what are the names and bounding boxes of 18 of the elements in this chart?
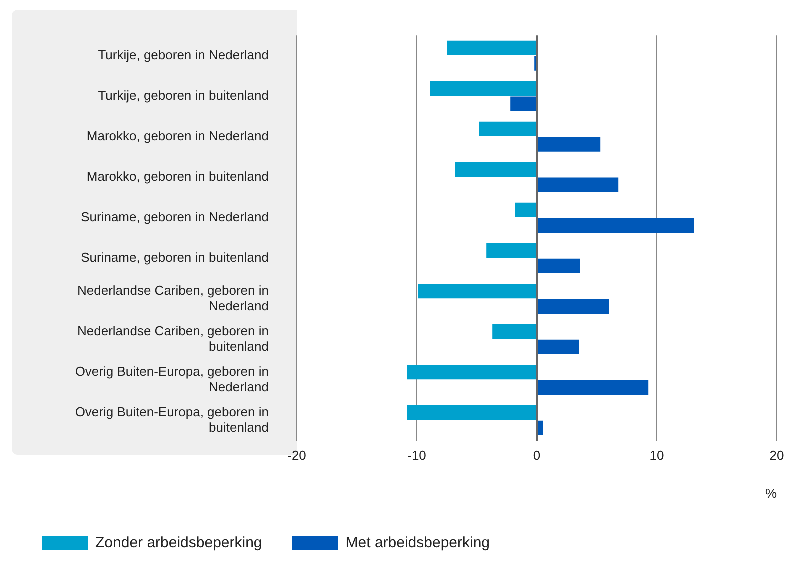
legend-label: Zonder arbeidsbeperking (96, 534, 262, 552)
x-tick-label: 10 (650, 448, 664, 464)
y-tick-label: Overig Buiten-Europa, geboren in Nederland (75, 364, 269, 394)
x-axis-title: % (765, 486, 778, 501)
legend-label: Met arbeidsbeperking (346, 534, 490, 552)
x-tick-label: -10 (408, 448, 426, 464)
y-tick-label: Nederlandse Cariben, geboren in Nederland (77, 282, 269, 314)
y-tick-label: Nederlandse Cariben, geboren in buitenland (77, 323, 269, 354)
x-tick-label: 0 (533, 448, 541, 464)
y-tick-label: Marokko, geboren in buitenland (86, 169, 269, 184)
y-tick-label: Turkije, geboren in Nederland (98, 47, 269, 62)
x-tick-label: -20 (288, 448, 306, 464)
y-tick-label: Suriname, geboren in Nederland (81, 210, 269, 225)
y-tick-label: Overig Buiten-Europa, geboren in buitenland (75, 404, 269, 435)
y-tick-label: Turkije, geboren in buitenland (98, 88, 269, 103)
y-tick-label: Marokko, geboren in Nederland (86, 128, 269, 144)
y-tick-label: Suriname, geboren in buitenland (81, 250, 269, 266)
x-tick-label: 20 (770, 448, 784, 464)
